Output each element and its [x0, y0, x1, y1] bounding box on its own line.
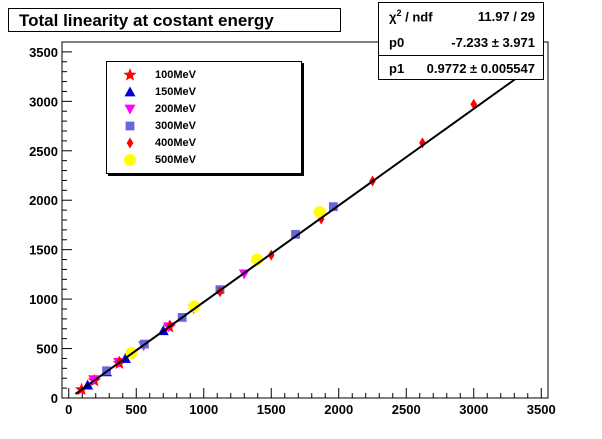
legend-marker-icon	[126, 137, 134, 149]
legend: 100MeV 150MeV 200MeV 300MeV 400MeV 500MeV	[106, 61, 302, 174]
chi2-value: 11.97 / 29	[477, 8, 535, 24]
y-tick-label: 3500	[29, 45, 58, 60]
data-point-300mev	[291, 229, 300, 239]
stats-row-p0: p0 -7.233 ± 3.971	[379, 29, 543, 55]
legend-entry-400mev: 400MeV	[107, 134, 301, 152]
x-tick-label: 1500	[257, 402, 286, 417]
data-point-500mev	[313, 206, 326, 219]
legend-marker-shape	[123, 68, 137, 81]
legend-label: 200MeV	[155, 103, 196, 115]
data-point-400mev	[419, 137, 426, 149]
y-tick-label: 1500	[29, 243, 58, 258]
legend-marker-shape	[124, 86, 136, 97]
x-tick-label: 2000	[324, 402, 353, 417]
x-tick-label: 1000	[189, 402, 218, 417]
legend-marker-icon	[125, 121, 135, 131]
legend-label: 150MeV	[155, 86, 196, 98]
p1-value: 0.9772 ± 0.005547	[426, 61, 535, 76]
stats-row-p1: p1 0.9772 ± 0.005547	[379, 55, 543, 81]
legend-label: 100MeV	[155, 69, 196, 81]
legend-entry-150mev: 150MeV	[107, 83, 301, 101]
fit-line	[74, 71, 526, 395]
legend-marker-icon	[123, 68, 137, 81]
legend-entry-100mev: 100MeV	[107, 66, 301, 84]
data-point-300mev	[328, 202, 338, 212]
legend-marker-icon	[124, 104, 136, 115]
legend-label: 300MeV	[155, 120, 196, 132]
fit-stats-box: χ2 / ndf 11.97 / 29 p0 -7.233 ± 3.971 p1…	[378, 2, 544, 80]
legend-label: 400MeV	[155, 137, 196, 149]
chart-title: Total linearity at costant energy	[8, 8, 341, 32]
y-tick-label: 500	[36, 342, 58, 357]
y-tick-label: 2500	[29, 144, 58, 159]
x-tick-label: 2500	[392, 402, 421, 417]
p0-value: -7.233 ± 3.971	[451, 34, 535, 50]
legend-marker-icon	[124, 154, 136, 166]
legend-entry-500mev: 500MeV	[107, 151, 301, 169]
x-tick-label: 500	[125, 402, 147, 417]
x-tick-label: 3000	[459, 402, 488, 417]
stats-row-chi2: χ2 / ndf 11.97 / 29	[379, 3, 543, 29]
y-tick-label: 3000	[29, 94, 58, 109]
legend-entry-200mev: 200MeV	[107, 100, 301, 118]
legend-label: 500MeV	[155, 154, 196, 166]
x-tick-label: 0	[65, 402, 72, 417]
x-tick-label: 3500	[527, 402, 556, 417]
legend-marker-shape	[124, 154, 136, 166]
y-tick-label: 1000	[29, 292, 58, 307]
legend-marker-shape	[125, 121, 135, 131]
chi2-label: χ2 / ndf	[389, 7, 433, 25]
y-tick-label: 0	[51, 391, 58, 406]
legend-marker-icon	[124, 86, 136, 97]
legend-entry-300mev: 300MeV	[107, 117, 301, 135]
legend-marker-shape	[124, 104, 136, 115]
p1-label: p1	[389, 61, 405, 76]
data-point-500mev	[188, 300, 201, 313]
p0-label: p0	[389, 34, 405, 50]
y-tick-label: 2000	[29, 193, 58, 208]
legend-marker-shape	[126, 137, 134, 149]
